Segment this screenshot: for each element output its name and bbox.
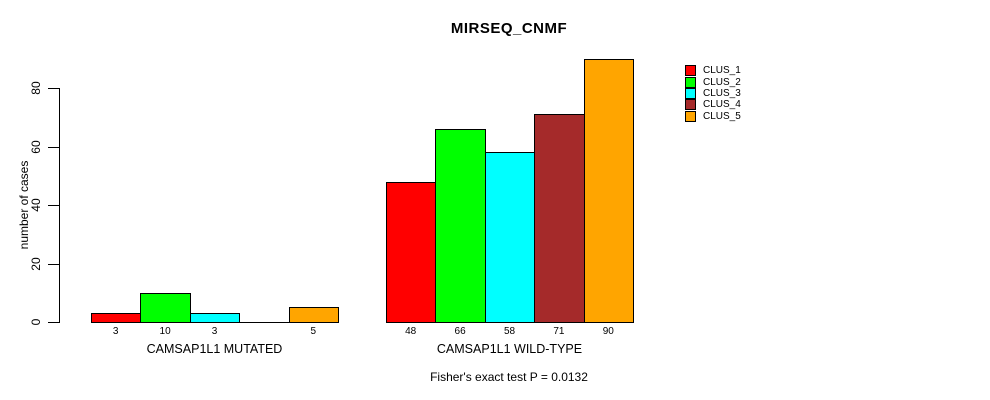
bar-value-label: 48 [405, 326, 417, 337]
bar-value-label: 66 [454, 326, 466, 337]
bar-clus_3 [484, 152, 536, 323]
chart-title: MIRSEQ_CNMF [450, 20, 568, 37]
bar-clus_1 [386, 181, 437, 323]
y-tick-label: 20 [29, 256, 43, 271]
y-tick [48, 205, 59, 206]
bar-clus_4-zero [239, 322, 290, 323]
bar-value-label: 58 [503, 326, 516, 337]
bar-clus_1 [91, 313, 142, 323]
bar-value-label: 71 [553, 326, 565, 337]
y-tick [48, 263, 59, 265]
y-tick-label: 80 [29, 81, 43, 95]
legend-swatch [685, 110, 696, 122]
bar-value-label: 3 [211, 326, 218, 337]
y-tick [48, 322, 59, 323]
legend-swatch [685, 65, 696, 77]
legend-swatch [685, 76, 696, 88]
y-tick [48, 88, 59, 89]
legend-item-clus_1: CLUS_1 [685, 65, 741, 77]
y-tick [48, 146, 59, 148]
legend-item-clus_4: CLUS_4 [685, 99, 741, 111]
legend-label: CLUS_2 [703, 76, 741, 88]
bar-clus_2 [140, 292, 191, 323]
y-axis-line [59, 88, 60, 323]
legend-item-clus_3: CLUS_3 [685, 87, 741, 99]
legend-label: CLUS_4 [703, 99, 741, 111]
bar-value-label: 90 [602, 326, 614, 337]
bar-value-label: 5 [310, 326, 317, 337]
legend-label: CLUS_5 [703, 110, 741, 122]
legend-label: CLUS_1 [703, 65, 741, 77]
bar-clus_3 [189, 313, 241, 323]
legend-swatch [685, 99, 696, 111]
legend-swatch [685, 87, 696, 99]
footnote-text: Fisher's exact test P = 0.0132 [430, 370, 588, 384]
legend: CLUS_1 CLUS_2 CLUS_3 CLUS_4 CLUS_5 [685, 65, 741, 122]
legend-label: CLUS_3 [703, 87, 741, 99]
bar-value-label: 10 [159, 326, 171, 337]
legend-item-clus_2: CLUS_2 [685, 76, 741, 88]
bar-value-label: 3 [112, 326, 119, 337]
y-tick-label: 60 [29, 139, 43, 154]
y-tick-label: 0 [29, 318, 43, 326]
y-tick-label: 40 [29, 198, 43, 212]
bar-clus_2 [435, 128, 486, 323]
group-label: CAMSAP1L1 MUTATED [146, 342, 283, 356]
bar-clus_5 [583, 58, 634, 323]
bar-clus_4 [534, 114, 585, 323]
group-label: CAMSAP1L1 WILD-TYPE [436, 342, 583, 356]
bar-clus_5 [288, 307, 339, 323]
legend-item-clus_5: CLUS_5 [685, 110, 741, 122]
